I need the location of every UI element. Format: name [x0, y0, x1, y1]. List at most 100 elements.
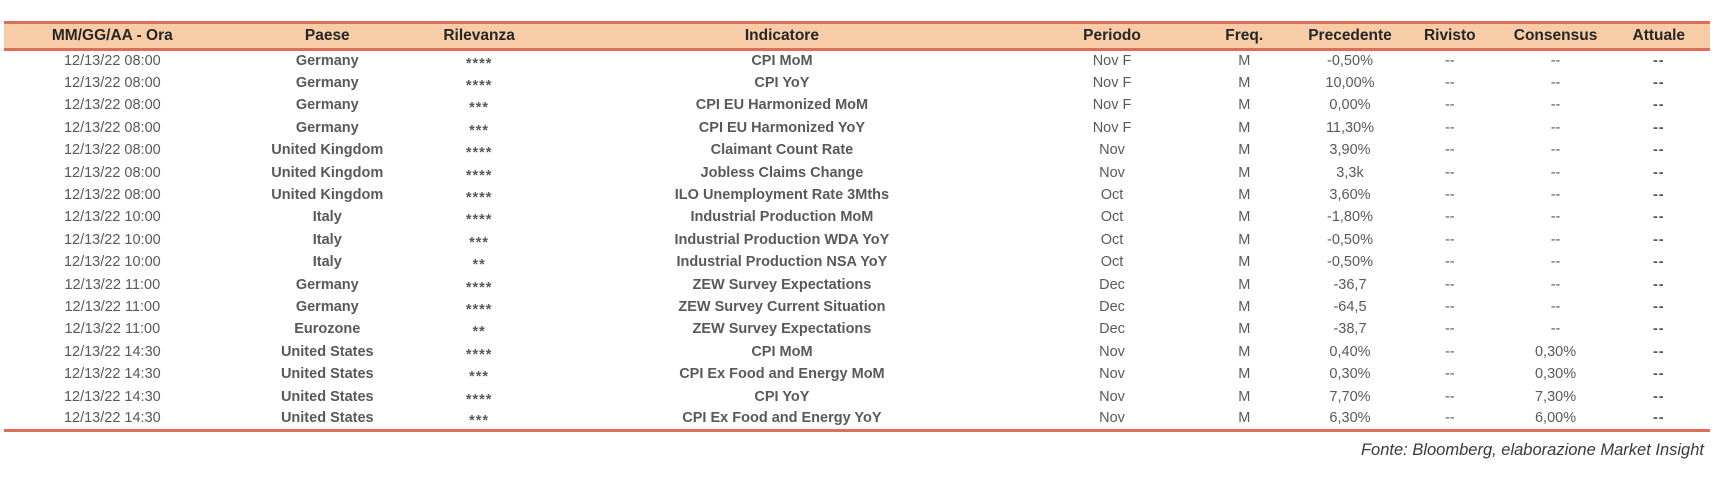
- cell-revised: --: [1444, 75, 1455, 92]
- cell-country: United States: [280, 388, 374, 405]
- column-header-relevance: Rilevanza: [433, 21, 525, 51]
- cell-datetime: 12/13/22 08:00: [63, 142, 161, 159]
- cell-period: Dec: [1099, 321, 1125, 338]
- cell-consensus: --: [1550, 119, 1561, 136]
- cell-consensus: --: [1550, 53, 1561, 70]
- cell-period: Nov: [1099, 343, 1125, 360]
- relevance-stars: ***: [469, 413, 490, 430]
- cell-actual: --: [1652, 119, 1665, 136]
- table-row: 12/13/22 08:00 United Kingdom **** Jobless …: [4, 161, 1710, 184]
- table-row: 12/13/22 10:00 Italy *** Industrial Product…: [4, 229, 1710, 251]
- table-header-row: MM/GG/AA - Ora Paese Rilevanza Indicator…: [4, 21, 1710, 51]
- cell-actual: --: [1652, 164, 1665, 181]
- cell-actual: --: [1652, 254, 1665, 271]
- table-row: 12/13/22 08:00 Germany *** CPI EU Harmonize…: [4, 117, 1710, 139]
- cell-relevance: ****: [434, 50, 524, 72]
- cell-revised: --: [1444, 231, 1455, 248]
- cell-freq: M: [1238, 254, 1251, 271]
- column-header-period: Periodo: [1039, 21, 1185, 51]
- relevance-stars: ****: [465, 391, 493, 408]
- cell-datetime: 12/13/22 14:30: [63, 388, 161, 405]
- cell-previous: 10,00%: [1325, 75, 1375, 92]
- cell-datetime: 12/13/22 08:00: [63, 164, 161, 181]
- column-header-revised: Rivisto: [1396, 21, 1504, 51]
- table-row: 12/13/22 11:00 Germany **** ZEW Survey Curr…: [4, 296, 1710, 318]
- cell-actual: --: [1652, 209, 1665, 226]
- cell-freq: M: [1238, 97, 1251, 114]
- cell-relevance: ***: [434, 117, 524, 139]
- cell-consensus: --: [1550, 75, 1561, 92]
- cell-freq: M: [1238, 366, 1251, 383]
- cell-indicator: Industrial Production MoM: [690, 209, 874, 226]
- cell-indicator: CPI EU Harmonized MoM: [695, 97, 869, 114]
- cell-indicator: CPI MoM: [751, 53, 813, 70]
- relevance-stars: ****: [465, 190, 493, 207]
- cell-period: Nov: [1099, 388, 1125, 405]
- cell-freq: M: [1184, 407, 1304, 432]
- source-note: Fonte: Bloomberg, elaborazione Market In…: [1360, 441, 1704, 459]
- table-row: 12/13/22 11:00 Germany **** ZEW Survey Expe…: [4, 273, 1710, 296]
- cell-datetime: 12/13/22 08:00: [63, 119, 161, 136]
- cell-actual: --: [1652, 187, 1665, 204]
- cell-indicator: Claimant Count Rate: [710, 142, 854, 159]
- table-row: 12/13/22 08:00 Germany **** CPI MoM Nov F M -0…: [4, 50, 1710, 72]
- cell-previous: 3,60%: [1329, 187, 1371, 204]
- cell-datetime: 12/13/22 08:00: [63, 75, 161, 92]
- cell-consensus: --: [1550, 231, 1561, 248]
- cell-relevance: ****: [434, 296, 524, 318]
- table-body: 12/13/22 08:00 Germany **** CPI MoM Nov F M -0…: [4, 50, 1710, 432]
- cell-indicator: ZEW Survey Expectations: [692, 276, 872, 293]
- cell-datetime: 12/13/22 10:00: [63, 254, 161, 271]
- relevance-stars: ****: [465, 78, 493, 95]
- cell-indicator: CPI Ex Food and Energy MoM: [679, 366, 885, 383]
- cell-previous: -0,50%: [1327, 231, 1373, 248]
- cell-consensus: --: [1550, 187, 1561, 204]
- cell-relevance: ****: [434, 385, 524, 408]
- relevance-stars: ****: [465, 56, 493, 72]
- cell-datetime: 12/13/22 14:30: [4, 407, 221, 432]
- cell-relevance: ****: [434, 184, 524, 206]
- column-header-datetime: MM/GG/AA - Ora: [4, 21, 221, 51]
- cell-indicator: CPI YoY: [754, 388, 810, 405]
- cell-relevance: ****: [434, 341, 524, 363]
- cell-period: Nov F: [1092, 75, 1132, 92]
- cell-country: United Kingdom: [271, 164, 384, 181]
- table-row: 12/13/22 08:00 United Kingdom **** Claimant…: [4, 139, 1710, 161]
- cell-previous: -0,50%: [1327, 254, 1373, 271]
- cell-actual: --: [1652, 388, 1665, 405]
- cell-relevance: ***: [434, 363, 524, 385]
- cell-consensus: --: [1550, 142, 1561, 159]
- cell-consensus: 0,30%: [1534, 366, 1577, 383]
- cell-relevance: **: [434, 318, 524, 340]
- relevance-stars: ****: [465, 346, 493, 363]
- cell-country: Germany: [295, 276, 359, 293]
- cell-freq: M: [1238, 75, 1251, 92]
- cell-revised: --: [1444, 298, 1455, 315]
- cell-freq: M: [1238, 142, 1251, 159]
- cell-freq: M: [1238, 53, 1251, 70]
- cell-revised: --: [1444, 187, 1455, 204]
- cell-indicator: Industrial Production WDA YoY: [674, 231, 890, 248]
- cell-freq: M: [1238, 321, 1251, 338]
- relevance-stars: ***: [469, 369, 490, 386]
- column-header-freq: Freq.: [1184, 21, 1304, 51]
- cell-previous: -38,7: [1333, 321, 1367, 338]
- cell-consensus: 7,30%: [1534, 388, 1577, 405]
- cell-country: United Kingdom: [271, 142, 384, 159]
- cell-freq: M: [1238, 119, 1251, 136]
- cell-period: Dec: [1099, 298, 1125, 315]
- cell-period: Oct: [1100, 209, 1124, 226]
- cell-actual: --: [1652, 97, 1665, 114]
- cell-actual: --: [1652, 366, 1665, 383]
- cell-revised: --: [1444, 97, 1455, 114]
- relevance-stars: **: [472, 257, 486, 274]
- cell-period: Nov: [1099, 164, 1125, 181]
- cell-country: United Kingdom: [271, 187, 384, 204]
- column-header-country: Paese: [220, 21, 434, 51]
- cell-freq: M: [1238, 187, 1251, 204]
- cell-datetime: 12/13/22 14:30: [63, 343, 161, 360]
- table-row: 12/13/22 10:00 Italy **** Industrial Produc…: [4, 206, 1710, 228]
- cell-revised: --: [1444, 276, 1455, 293]
- cell-revised: --: [1444, 164, 1455, 181]
- cell-actual: --: [1607, 407, 1710, 432]
